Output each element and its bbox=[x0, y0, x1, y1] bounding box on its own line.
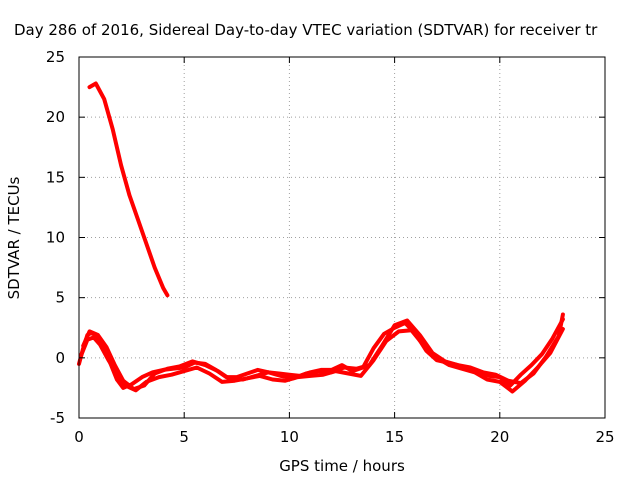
x-tick-label: 25 bbox=[595, 428, 614, 446]
x-tick-label: 20 bbox=[490, 428, 509, 446]
series-line-3 bbox=[79, 327, 565, 394]
y-tick-label: 20 bbox=[46, 108, 65, 126]
series-line-4 bbox=[81, 312, 565, 392]
y-tick-label: 0 bbox=[55, 349, 65, 367]
y-tick-label: 10 bbox=[46, 229, 65, 247]
chart-grid bbox=[79, 57, 605, 418]
x-tick-label: 10 bbox=[280, 428, 299, 446]
y-tick-label: 25 bbox=[46, 48, 65, 66]
y-tick-label: 5 bbox=[55, 289, 65, 307]
x-axis-label: GPS time / hours bbox=[279, 457, 405, 475]
chart-ticks: 0 5 10 15 20 25 -5 0 5 10 15 20 25 bbox=[46, 48, 615, 446]
x-tick-label: 5 bbox=[179, 428, 189, 446]
series-line-1 bbox=[87, 81, 170, 298]
y-tick-label: -5 bbox=[50, 409, 65, 427]
chart-title: Day 286 of 2016, Sidereal Day-to-day VTE… bbox=[14, 21, 598, 39]
y-tick-label: 15 bbox=[46, 168, 65, 186]
chart-series bbox=[77, 81, 565, 394]
x-tick-label: 0 bbox=[74, 428, 84, 446]
x-tick-label: 15 bbox=[385, 428, 404, 446]
y-axis-label: SDTVAR / TECUs bbox=[5, 176, 23, 299]
